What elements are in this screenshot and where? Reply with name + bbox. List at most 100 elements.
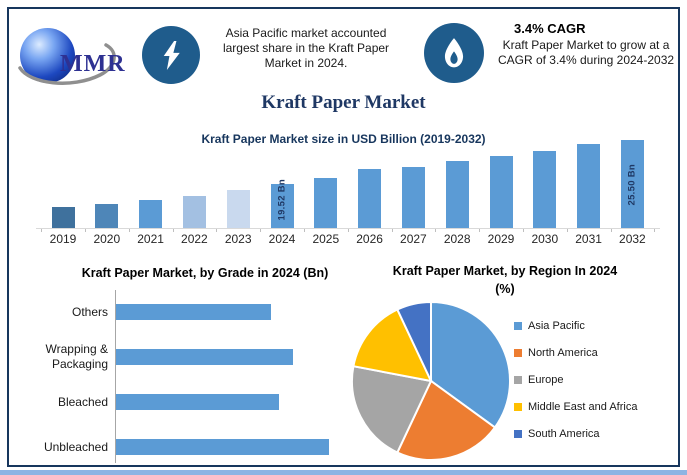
axis-tick xyxy=(260,229,262,232)
grade-bar-bleached xyxy=(116,394,279,410)
grade-bar-wrapping-packaging xyxy=(116,349,293,365)
year-label: 2023 xyxy=(224,232,252,246)
page-title: Kraft Paper Market xyxy=(261,92,426,113)
year-label: 2024 xyxy=(268,232,296,246)
lightning-icon xyxy=(163,40,180,70)
region-title-line: Kraft Paper Market, by Region In 2024 xyxy=(392,264,618,278)
grade-label-unbleached: Unbleached xyxy=(43,439,108,454)
grade-label-wrapping-packaging: Wrapping & Packaging xyxy=(45,342,108,371)
legend-swatch xyxy=(514,402,522,411)
axis-tick xyxy=(303,229,305,232)
legend-label: Asia Pacific xyxy=(528,319,585,332)
globe-icon xyxy=(20,28,75,83)
pie-slice-asia-pacific xyxy=(430,300,511,429)
bar-2027 xyxy=(401,167,425,228)
year-label: 2020 xyxy=(93,232,121,246)
highlight-cagr: 3.4% CAGR Kraft Paper Market to grow at … xyxy=(488,21,684,68)
axis-tick xyxy=(172,229,174,232)
highlight-line: Kraft Paper Market to grow at a xyxy=(502,38,670,52)
axis-tick xyxy=(84,229,86,232)
year-label: 2026 xyxy=(356,232,383,246)
pie-slice-south-america xyxy=(396,300,432,382)
legend-label: Europe xyxy=(528,373,564,386)
region-chart-title: Kraft Paper Market, by Region In 2024 (%… xyxy=(365,262,645,298)
axis-tick xyxy=(566,229,568,232)
year-label: 2028 xyxy=(443,232,471,246)
year-label: 2019 xyxy=(49,232,77,246)
year-label: 2032 xyxy=(619,232,646,246)
grade-label-bleached: Bleached xyxy=(57,394,108,409)
bar-2022 xyxy=(182,196,206,228)
bar-2020 xyxy=(95,204,119,228)
pie-slice-middle-east-and-africa xyxy=(352,308,433,383)
bar-2024: 19.52 Bn xyxy=(270,179,294,228)
market-size-x-axis: 2019 2020 2021 2022 2023 2024 2025 2026 2027 2028… xyxy=(36,232,660,248)
axis-tick xyxy=(479,229,481,232)
axis-tick xyxy=(654,229,656,232)
legend-label: South America xyxy=(528,427,600,440)
bottom-accent-strip xyxy=(0,470,687,475)
year-label: 2029 xyxy=(487,232,515,246)
highlight-line: CAGR of 3.4% during 2024-2032 xyxy=(497,53,675,67)
flame-badge xyxy=(424,23,484,83)
bar-2032: 25.50 Bn xyxy=(620,140,644,228)
cagr-title: 3.4% CAGR xyxy=(514,21,586,36)
mmr-logo: MMR xyxy=(14,18,142,94)
axis-tick xyxy=(391,229,393,232)
legend-item-south-america: South America xyxy=(514,420,637,447)
region-pie-chart xyxy=(351,300,511,461)
grade-bar-unbleached xyxy=(116,439,329,455)
legend-swatch xyxy=(514,429,522,438)
grade-y-axis-line xyxy=(115,290,116,463)
pie-slice-europe xyxy=(351,365,433,454)
axis-tick xyxy=(610,229,612,232)
year-label: 2027 xyxy=(400,232,427,246)
bar-2023 xyxy=(226,190,250,228)
grade-plot: Others Wrapping & Packaging Bleached Unblea… xyxy=(8,290,348,466)
bar-value-label: 19.52 Bn xyxy=(276,178,288,220)
bar-2030 xyxy=(533,151,557,228)
legend-item-north-america: North America xyxy=(514,339,637,366)
bar-2019 xyxy=(51,207,75,228)
legend-swatch xyxy=(514,375,522,384)
axis-tick xyxy=(128,229,130,232)
highlight-asia-pacific: Asia Pacific market accounted largest sh… xyxy=(206,26,406,71)
year-label: 2021 xyxy=(137,232,164,246)
market-size-chart-title: Kraft Paper Market size in USD Billion (… xyxy=(201,132,486,146)
logo-swoosh-icon xyxy=(18,43,116,85)
grade-bar-others xyxy=(116,304,271,320)
grade-chart-title: Kraft Paper Market, by Grade in 2024 (Bn… xyxy=(81,266,329,280)
legend-label: Middle East and Africa xyxy=(528,400,638,413)
grade-label-others: Others xyxy=(71,304,108,319)
legend-item-middle-east-and-africa: Middle East and Africa xyxy=(514,393,637,420)
bar-2021 xyxy=(139,200,163,228)
region-title-line: (%) xyxy=(495,282,515,296)
year-label: 2030 xyxy=(531,232,559,246)
lightning-badge xyxy=(142,26,200,84)
axis-tick xyxy=(522,229,524,232)
highlight-line: Market in 2024. xyxy=(264,56,348,70)
axis-tick xyxy=(41,229,43,232)
legend-swatch xyxy=(514,321,522,330)
axis-tick xyxy=(347,229,349,232)
bar-2029 xyxy=(489,156,513,228)
bar-2026 xyxy=(358,169,382,228)
flame-icon xyxy=(444,38,464,68)
legend-item-europe: Europe xyxy=(514,366,637,393)
legend-label: North America xyxy=(528,346,598,359)
year-label: 2022 xyxy=(181,232,208,246)
legend-swatch xyxy=(514,348,522,357)
axis-tick xyxy=(435,229,437,232)
axis-tick xyxy=(216,229,218,232)
region-legend: Asia Pacific North America Europe Middle Ea… xyxy=(514,312,637,447)
year-label: 2025 xyxy=(312,232,340,246)
legend-item-asia-pacific: Asia Pacific xyxy=(514,312,637,339)
logo-text: MMR xyxy=(60,51,126,77)
bar-value-label: 25.50 Bn xyxy=(626,163,638,205)
highlight-line: Asia Pacific market accounted xyxy=(225,26,387,40)
bar-2025 xyxy=(314,178,338,228)
highlight-line: largest share in the Kraft Paper xyxy=(222,41,390,55)
market-size-plot: 19.52 Bn 25.50 Bn xyxy=(36,140,660,232)
year-label: 2031 xyxy=(575,232,602,246)
